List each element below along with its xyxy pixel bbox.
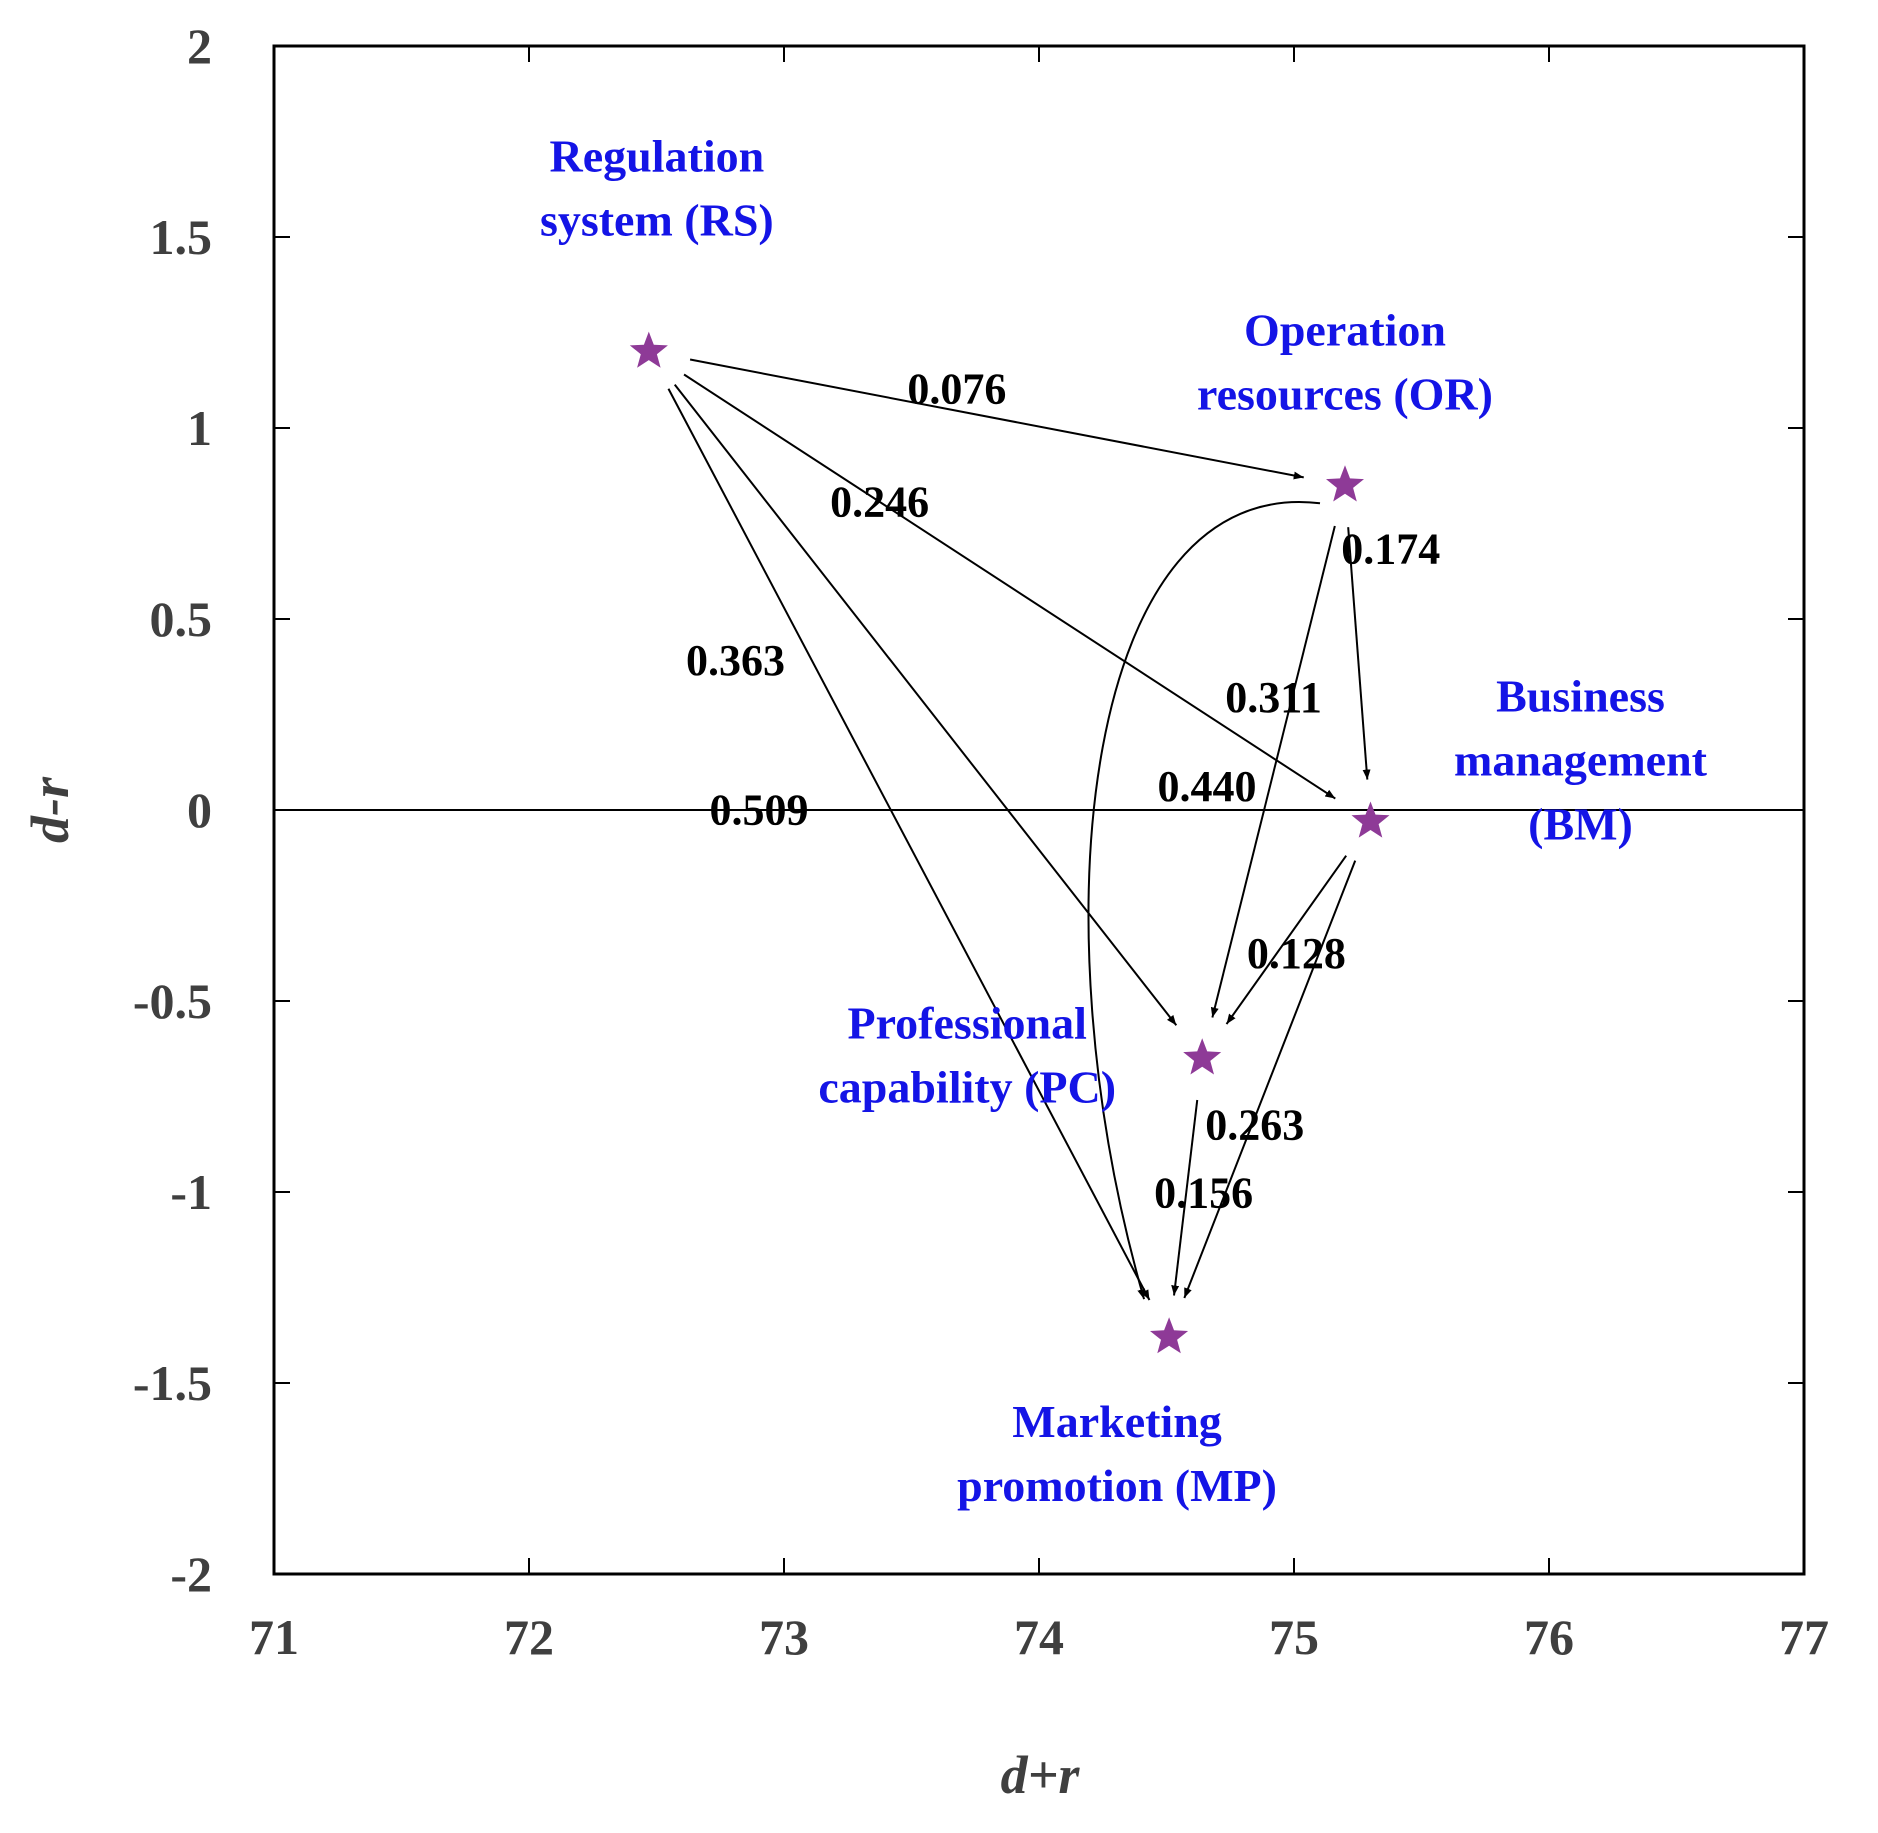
- node-label-line: Operation: [1244, 304, 1446, 355]
- edge-labels: 0.076 0.246 0.363 0.509 0.174 0.311 0.440 0.128…: [686, 364, 1440, 1217]
- edge-bm-pc: [1225, 855, 1347, 1025]
- edge-or-mp-label: 0.440: [1158, 762, 1257, 811]
- node-label-pc: Professional capability (PC): [818, 997, 1116, 1112]
- point-or: [1326, 465, 1364, 502]
- y-axis-title: d-r: [20, 776, 80, 843]
- edge-rs-pc-label: 0.363: [686, 636, 785, 685]
- x-tick-label-76: 76: [1524, 1609, 1574, 1665]
- edge-or-pc-label: 0.311: [1225, 673, 1322, 722]
- node-labels: Regulation system (RS) Operation resources …: [540, 131, 1708, 1512]
- node-label-line: system (RS): [540, 195, 774, 246]
- x-tick-label-72: 72: [504, 1609, 554, 1665]
- node-label-or: Operation resources (OR): [1197, 304, 1493, 419]
- edge-or-pc: [1210, 525, 1336, 1018]
- points: [629, 331, 1390, 1354]
- edge-pc-mp-label: 0.156: [1154, 1169, 1253, 1218]
- x-tick-label-77: 77: [1779, 1609, 1829, 1665]
- node-label-line: Business: [1496, 670, 1665, 721]
- edge-rs-pc: [673, 384, 1178, 1026]
- edge-rs-or: [689, 358, 1304, 480]
- edge-bm-pc-label: 0.128: [1247, 929, 1346, 978]
- y-tick-label-0-5: -0.5: [133, 973, 212, 1029]
- node-label-line: promotion (MP): [957, 1460, 1277, 1511]
- edge-or-bm: [1347, 527, 1371, 780]
- node-label-line: resources (OR): [1197, 368, 1493, 419]
- tick-labels: 71 72 73 74 75 76 77 2 1.5 1 0.5 0 -0.5 -1 -1.5 -2: [133, 18, 1829, 1665]
- node-label-bm: Business management (BM): [1454, 670, 1708, 849]
- point-rs: [629, 331, 668, 368]
- node-label-rs: Regulation system (RS): [540, 131, 774, 246]
- edge-or-mp: [1087, 501, 1321, 1300]
- node-label-mp: Marketing promotion (MP): [957, 1396, 1277, 1511]
- edges: [667, 358, 1371, 1301]
- edge-bm-mp-label: 0.263: [1205, 1100, 1304, 1149]
- edge-pc-mp: [1171, 1099, 1199, 1296]
- y-tick-label-1-5: 1.5: [150, 209, 213, 265]
- edge-rs-mp-label: 0.509: [709, 785, 808, 834]
- y-tick-label-1: 1: [187, 400, 212, 456]
- y-tick-label-2: 2: [187, 18, 212, 74]
- x-tick-label-73: 73: [759, 1609, 809, 1665]
- edge-rs-bm: [683, 373, 1336, 800]
- x-tick-label-71: 71: [249, 1609, 299, 1665]
- edge-rs-mp: [667, 388, 1151, 1301]
- node-label-line: Regulation: [550, 131, 765, 182]
- y-tick-label-0-5: 0.5: [150, 591, 213, 647]
- point-bm: [1351, 801, 1390, 838]
- y-tick-label-1-5: -1.5: [133, 1355, 212, 1411]
- x-tick-label-75: 75: [1269, 1609, 1319, 1665]
- point-pc: [1183, 1038, 1222, 1075]
- node-label-line: (BM): [1528, 798, 1633, 849]
- edge-or-bm-label: 0.174: [1341, 524, 1440, 573]
- y-tick-label-1: -1: [170, 1164, 212, 1220]
- x-tick-label-74: 74: [1014, 1609, 1064, 1665]
- y-tick-label-2: -2: [170, 1546, 212, 1602]
- node-label-line: capability (PC): [818, 1061, 1116, 1112]
- point-mp: [1150, 1317, 1189, 1354]
- node-label-line: Marketing: [1012, 1396, 1222, 1447]
- y-tick-label-0: 0: [187, 782, 212, 838]
- edge-rs-or-label: 0.076: [907, 364, 1006, 413]
- x-axis-title: d+r: [1001, 1745, 1081, 1805]
- node-label-line: Professional: [848, 997, 1087, 1048]
- edge-bm-mp: [1183, 860, 1357, 1299]
- edge-rs-bm-label: 0.246: [830, 478, 929, 527]
- node-label-line: management: [1454, 734, 1708, 785]
